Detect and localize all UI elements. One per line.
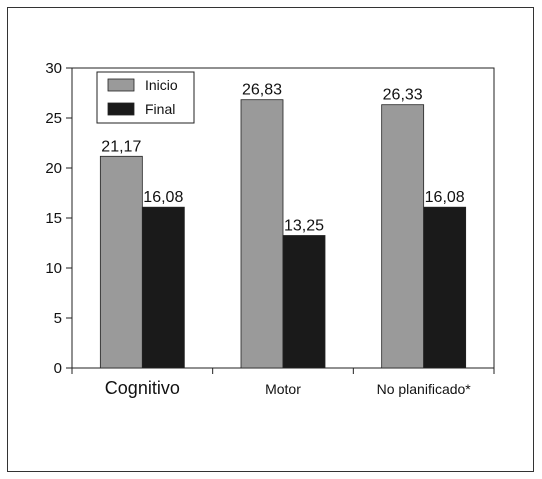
x-category-label: Cognitivo [105,378,180,398]
x-axis: Cognitivo Motor No planificado* [71,368,495,398]
data-label: 26,33 [383,87,423,104]
x-category-label: Motor [265,381,301,397]
y-tick-label: 5 [54,310,62,327]
bar-final [282,235,326,369]
y-tick-label: 15 [45,210,62,227]
data-labels: 21,17 16,08 26,83 13,25 26,33 16,08 [101,82,464,235]
y-tick-label: 10 [45,260,62,277]
data-label: 26,83 [242,82,282,99]
bars [99,99,467,369]
data-label: 21,17 [101,138,141,155]
legend-label: Final [145,101,175,117]
data-label: 16,08 [143,189,183,206]
y-axis: 0 5 10 15 20 25 30 [45,60,72,377]
y-tick-label: 0 [54,360,62,377]
legend-label: Inicio [145,77,178,93]
data-label: 16,08 [425,189,465,206]
bar-final [141,206,185,369]
bar-inicio [381,104,425,369]
y-tick-label: 20 [45,160,62,177]
bar-inicio [99,155,143,369]
y-tick-label: 25 [45,110,62,127]
bar-inicio [240,99,284,369]
data-label: 13,25 [284,218,324,235]
legend-swatch [107,78,135,92]
legend: Inicio Final [96,71,195,124]
y-tick-label: 30 [45,60,62,77]
bar-final [423,206,467,369]
legend-swatch [107,102,135,116]
x-category-label: No planificado* [377,381,472,397]
